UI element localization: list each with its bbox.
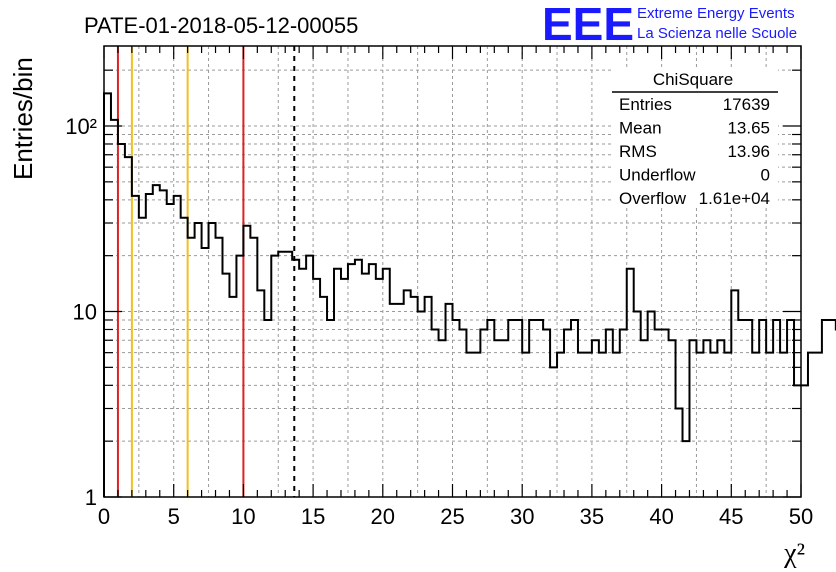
x-tick-label: 20 xyxy=(371,504,395,529)
stats-value: 17639 xyxy=(723,95,770,114)
x-tick-label: 25 xyxy=(440,504,464,529)
stats-value: 0 xyxy=(761,166,770,185)
stats-label: Underflow xyxy=(619,166,696,185)
x-tick-label: 40 xyxy=(649,504,673,529)
x-tick-label: 35 xyxy=(580,504,604,529)
stats-value: 13.96 xyxy=(727,142,770,161)
y-axis-label: Entries/bin xyxy=(8,57,38,180)
x-tick-label: 15 xyxy=(301,504,325,529)
x-tick-label: 10 xyxy=(231,504,255,529)
stats-box-title: ChiSquare xyxy=(653,70,733,89)
x-tick-labels: 0 5 10 15 20 25 30 35 40 45 50 xyxy=(98,504,813,529)
x-tick-label: 5 xyxy=(168,504,180,529)
eee-logo: EEE Extreme Energy Events La Scienza nel… xyxy=(542,0,797,50)
x-tick-label: 30 xyxy=(510,504,534,529)
eee-logo-letters: EEE xyxy=(542,0,634,50)
stats-value: 1.61e+04 xyxy=(699,189,770,208)
y-tick-labels: 1 10 10² xyxy=(65,114,97,510)
y-tick-label: 1 xyxy=(85,485,97,510)
x-tick-label: 45 xyxy=(719,504,743,529)
x-axis-label: χ² xyxy=(783,538,805,569)
stats-box-background xyxy=(612,68,778,208)
stats-value: 13.65 xyxy=(727,119,770,138)
stats-label: Entries xyxy=(619,95,672,114)
y-tick-label: 10 xyxy=(73,300,97,325)
stats-label: Mean xyxy=(619,119,662,138)
stats-label: RMS xyxy=(619,142,657,161)
eee-logo-line1: Extreme Energy Events xyxy=(637,5,795,22)
histogram-series xyxy=(103,92,836,497)
stats-label: Overflow xyxy=(619,189,687,208)
y-tick-label: 10² xyxy=(65,114,97,139)
marker-lines xyxy=(116,46,296,497)
x-tick-label: 50 xyxy=(789,504,813,529)
stats-box: ChiSquare Entries 17639 Mean 13.65 RMS 13.96 U… xyxy=(612,68,778,208)
eee-logo-line2: La Scienza nelle Scuole xyxy=(637,25,797,42)
chart-title: PATE-01-2018-05-12-00055 xyxy=(84,13,358,38)
x-tick-label: 0 xyxy=(98,504,110,529)
axis-ticks xyxy=(103,46,802,498)
